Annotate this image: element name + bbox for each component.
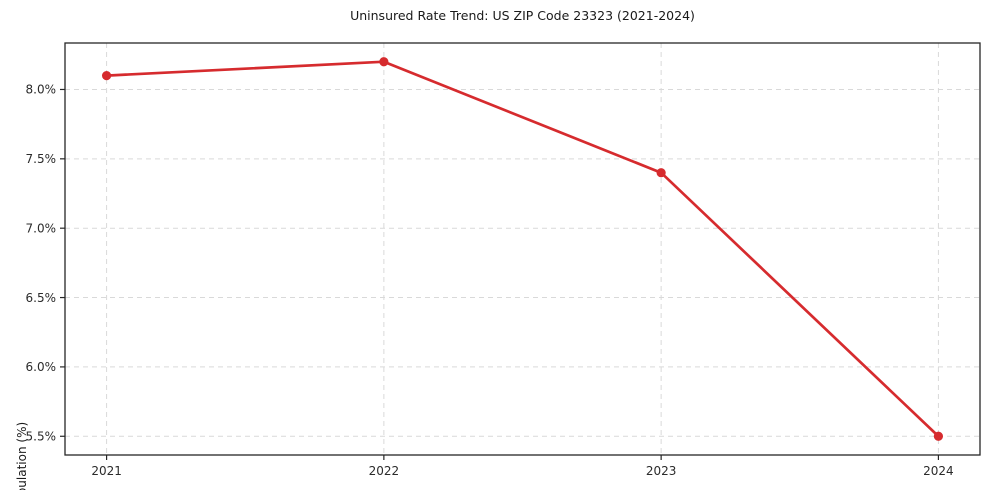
data-point-marker: [101, 70, 112, 81]
chart-title: Uninsured Rate Trend: US ZIP Code 23323 …: [350, 8, 695, 23]
trend-line: [105, 60, 940, 438]
y-tick-label: 6.0%: [26, 360, 57, 374]
x-tick-label: 2022: [369, 464, 400, 478]
plot-border: [64, 42, 981, 456]
y-tick-label: 5.5%: [26, 429, 57, 443]
data-point-marker: [379, 57, 389, 67]
y-tick-label: 7.5%: [26, 152, 57, 166]
y-tick-label: 7.0%: [26, 221, 57, 235]
x-tick-label: 2023: [646, 464, 677, 478]
y-tick-label: 8.0%: [26, 83, 57, 97]
data-point-marker: [656, 168, 666, 178]
x-tick-label: 2021: [91, 464, 122, 478]
data-point-marker: [933, 431, 944, 441]
x-tick-label: 2024: [923, 464, 954, 478]
y-tick-label: 6.5%: [26, 291, 57, 305]
